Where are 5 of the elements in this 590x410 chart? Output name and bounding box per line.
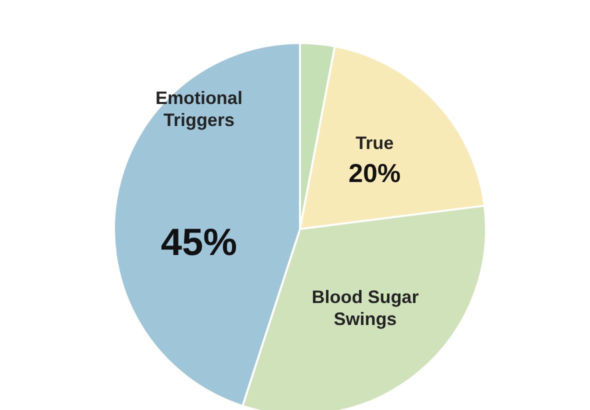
- data-label: 45%: [160, 222, 237, 264]
- slice-label: Blood Sugar Swings: [312, 286, 419, 329]
- data-label: 20%: [348, 158, 401, 188]
- slice-label: True: [356, 132, 394, 153]
- slice-label: Emotional Triggers: [155, 88, 242, 130]
